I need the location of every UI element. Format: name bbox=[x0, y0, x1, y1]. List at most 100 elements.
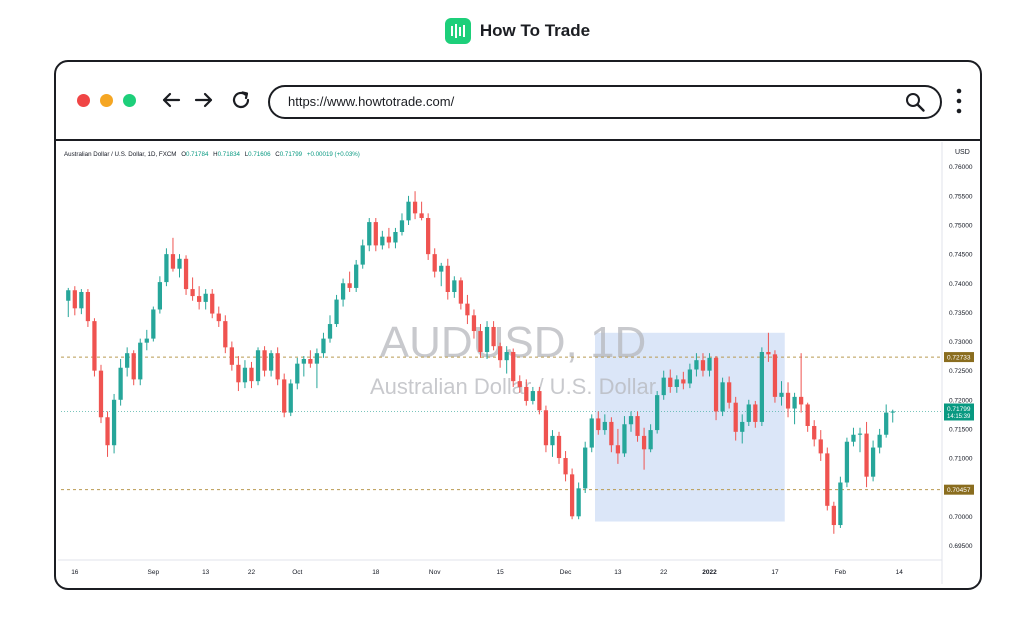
candle-80[interactable] bbox=[589, 414, 594, 453]
candle-81[interactable] bbox=[596, 411, 601, 435]
candle-29[interactable] bbox=[255, 347, 261, 386]
candlestick-chart[interactable]: AUDUSD, 1D Australian Dollar / U.S. Doll… bbox=[58, 142, 978, 584]
forward-arrow-icon[interactable] bbox=[193, 89, 215, 111]
candle-28[interactable] bbox=[249, 361, 254, 389]
candle-82[interactable] bbox=[602, 414, 607, 435]
candle-40[interactable] bbox=[327, 315, 333, 343]
candle-95[interactable] bbox=[687, 363, 693, 389]
candle-36[interactable] bbox=[301, 356, 306, 377]
candle-8[interactable] bbox=[118, 359, 123, 406]
candle-117[interactable] bbox=[831, 501, 836, 534]
candle-106[interactable] bbox=[759, 347, 764, 426]
candle-65[interactable] bbox=[491, 321, 496, 351]
candle-79[interactable] bbox=[583, 441, 588, 493]
candle-70[interactable] bbox=[524, 379, 529, 406]
candle-38[interactable] bbox=[314, 348, 320, 389]
candle-89[interactable] bbox=[648, 424, 653, 453]
candle-75[interactable] bbox=[556, 431, 562, 464]
kebab-menu-icon[interactable] bbox=[954, 88, 964, 114]
candle-9[interactable] bbox=[125, 347, 130, 377]
candle-69[interactable] bbox=[517, 375, 522, 393]
candle-107[interactable] bbox=[766, 332, 771, 362]
candle-47[interactable] bbox=[373, 218, 378, 252]
maximize-window-button[interactable] bbox=[123, 94, 136, 107]
time-axis[interactable]: 16 Sep 13 22 Oct 18 Nov 15 Dec 13 22 2022 17 Feb 14 bbox=[71, 569, 903, 576]
search-icon[interactable] bbox=[904, 91, 926, 113]
candle-13[interactable] bbox=[151, 306, 156, 342]
candle-90[interactable] bbox=[655, 391, 660, 434]
candle-43[interactable] bbox=[347, 271, 352, 292]
candle-115[interactable] bbox=[818, 430, 823, 461]
candle-41[interactable] bbox=[334, 294, 339, 327]
candle-98[interactable] bbox=[707, 353, 712, 377]
candle-56[interactable] bbox=[432, 248, 437, 278]
candle-37[interactable] bbox=[308, 350, 313, 368]
candle-100[interactable] bbox=[720, 377, 725, 417]
candle-71[interactable] bbox=[530, 386, 535, 405]
candle-113[interactable] bbox=[805, 402, 810, 432]
candle-91[interactable] bbox=[661, 370, 666, 400]
candle-55[interactable] bbox=[426, 213, 431, 260]
url-text[interactable]: https://www.howtotrade.com/ bbox=[288, 94, 455, 109]
candle-60[interactable] bbox=[458, 277, 463, 310]
candle-35[interactable] bbox=[295, 357, 300, 390]
candle-74[interactable] bbox=[550, 430, 555, 457]
candle-15[interactable] bbox=[164, 248, 169, 287]
candle-73[interactable] bbox=[543, 405, 549, 453]
candle-66[interactable] bbox=[498, 342, 503, 368]
candle-32[interactable] bbox=[275, 347, 280, 386]
candle-58[interactable] bbox=[445, 258, 450, 300]
candle-87[interactable] bbox=[635, 411, 640, 442]
candle-99[interactable] bbox=[713, 356, 719, 421]
candle-118[interactable] bbox=[838, 476, 843, 528]
candle-46[interactable] bbox=[367, 218, 372, 252]
candle-121[interactable] bbox=[857, 427, 863, 453]
candle-18[interactable] bbox=[183, 255, 189, 295]
candle-109[interactable] bbox=[779, 381, 784, 406]
candle-42[interactable] bbox=[340, 278, 346, 307]
candle-12[interactable] bbox=[144, 329, 149, 351]
candle-24[interactable] bbox=[223, 315, 228, 354]
candle-114[interactable] bbox=[812, 420, 817, 447]
candle-92[interactable] bbox=[668, 369, 673, 393]
candle-103[interactable] bbox=[740, 414, 745, 444]
candle-63[interactable] bbox=[478, 324, 483, 358]
candle-0[interactable] bbox=[66, 287, 71, 318]
price-axis[interactable]: 0.76000 0.75500 0.75000 0.74500 0.74000 0.735… bbox=[944, 164, 974, 550]
candle-64[interactable] bbox=[484, 321, 490, 359]
candle-97[interactable] bbox=[700, 353, 706, 377]
candle-101[interactable] bbox=[727, 376, 732, 409]
candle-119[interactable] bbox=[844, 437, 850, 488]
candle-27[interactable] bbox=[242, 360, 248, 389]
candle-112[interactable] bbox=[798, 353, 804, 413]
candle-20[interactable] bbox=[197, 286, 202, 310]
candle-61[interactable] bbox=[465, 294, 470, 325]
candle-10[interactable] bbox=[131, 350, 136, 386]
candle-116[interactable] bbox=[825, 447, 830, 511]
candle-22[interactable] bbox=[210, 289, 215, 319]
candle-11[interactable] bbox=[138, 338, 143, 386]
candle-52[interactable] bbox=[406, 195, 411, 225]
candle-39[interactable] bbox=[321, 332, 326, 358]
candle-124[interactable] bbox=[877, 428, 882, 454]
candle-57[interactable] bbox=[439, 262, 444, 287]
candle-86[interactable] bbox=[628, 411, 634, 432]
candle-120[interactable] bbox=[851, 427, 856, 447]
candle-83[interactable] bbox=[609, 417, 614, 453]
candle-23[interactable] bbox=[216, 306, 221, 327]
candle-93[interactable] bbox=[674, 375, 679, 393]
candle-4[interactable] bbox=[92, 318, 97, 377]
candle-48[interactable] bbox=[380, 230, 385, 250]
candle-34[interactable] bbox=[288, 379, 293, 417]
candle-33[interactable] bbox=[282, 373, 287, 418]
candle-2[interactable] bbox=[79, 289, 84, 315]
candle-126[interactable] bbox=[890, 409, 895, 423]
candle-76[interactable] bbox=[563, 451, 568, 482]
candle-50[interactable] bbox=[393, 227, 398, 249]
candle-68[interactable] bbox=[511, 348, 516, 387]
candle-94[interactable] bbox=[681, 371, 686, 390]
candle-62[interactable] bbox=[471, 309, 477, 339]
candle-51[interactable] bbox=[399, 213, 405, 236]
candle-45[interactable] bbox=[360, 239, 365, 269]
candle-14[interactable] bbox=[157, 276, 163, 314]
